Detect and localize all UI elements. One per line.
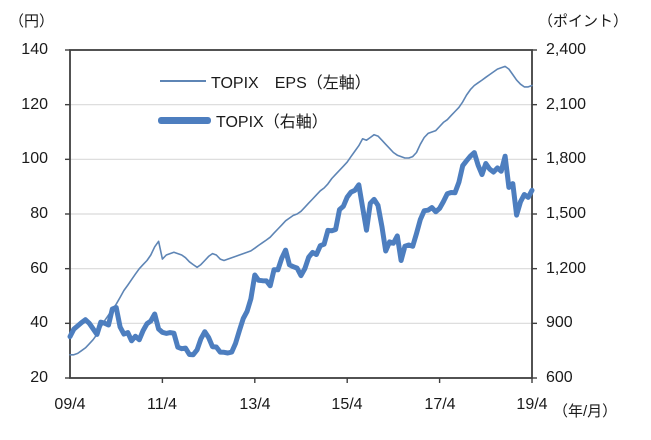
right-axis-tick-label: 600 (546, 369, 573, 386)
legend-label-topix-eps: TOPIX EPS（左軸） (211, 75, 371, 92)
right-axis-tick-label: 1,800 (546, 150, 587, 167)
x-axis-tick-label: 15/4 (331, 396, 363, 413)
series-line-topix (67, 150, 535, 358)
left-axis-tick-label: 60 (30, 260, 48, 277)
x-axis-tick-label: 13/4 (239, 396, 271, 413)
legend-label-topix: TOPIX（右軸） (216, 114, 328, 131)
left-axis-tick-label: 20 (30, 369, 48, 386)
x-axis-tick-label: 09/4 (54, 396, 86, 413)
x-axis-tick-label: 11/4 (147, 396, 177, 413)
right-axis-tick-label: 2,400 (546, 41, 587, 58)
left-axis-tick-label: 100 (21, 150, 48, 167)
legend-line-sample-topix (158, 116, 211, 124)
legend-line-sample-eps (160, 80, 206, 82)
x-axis-tick-label: 19/4 (516, 396, 548, 413)
x-axis-tick-label: 17/4 (424, 396, 456, 413)
legend-item-topix: TOPIX（右軸） (158, 108, 328, 132)
left-axis-tick-label: 140 (21, 41, 48, 58)
series-line-topix-eps (69, 65, 533, 356)
left-axis-unit-label: （円） (9, 13, 55, 30)
left-axis-tick-label: 80 (30, 205, 48, 222)
left-axis-tick-label: 40 (30, 314, 48, 331)
right-axis-tick-label: 1,500 (546, 205, 587, 222)
right-axis-unit-label: （ポイント） (538, 13, 629, 30)
right-axis-tick-label: 900 (546, 314, 573, 331)
right-axis-tick-label: 2,100 (546, 96, 587, 113)
left-axis-tick-label: 120 (21, 96, 48, 113)
legend-item-topix-eps: TOPIX EPS（左軸） (160, 69, 371, 93)
x-axis-unit-label: （年/月） (553, 403, 618, 420)
right-axis-tick-label: 1,200 (546, 260, 587, 277)
